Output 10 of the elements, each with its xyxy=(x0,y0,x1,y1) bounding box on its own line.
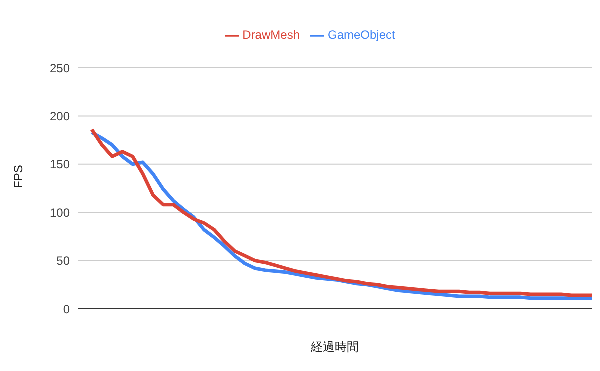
x-axis-title: 経過時間 xyxy=(310,340,359,354)
y-tick-label: 150 xyxy=(50,158,70,172)
legend-label: GameObject xyxy=(328,28,396,42)
y-tick-label: 100 xyxy=(50,206,70,220)
y-tick-label: 50 xyxy=(56,254,70,268)
y-tick-label: 250 xyxy=(50,61,70,76)
legend-label: DrawMesh xyxy=(242,28,300,42)
y-tick-label: 0 xyxy=(63,302,70,316)
y-tick-label: 200 xyxy=(50,109,70,124)
y-axis-title: FPS xyxy=(11,165,26,188)
